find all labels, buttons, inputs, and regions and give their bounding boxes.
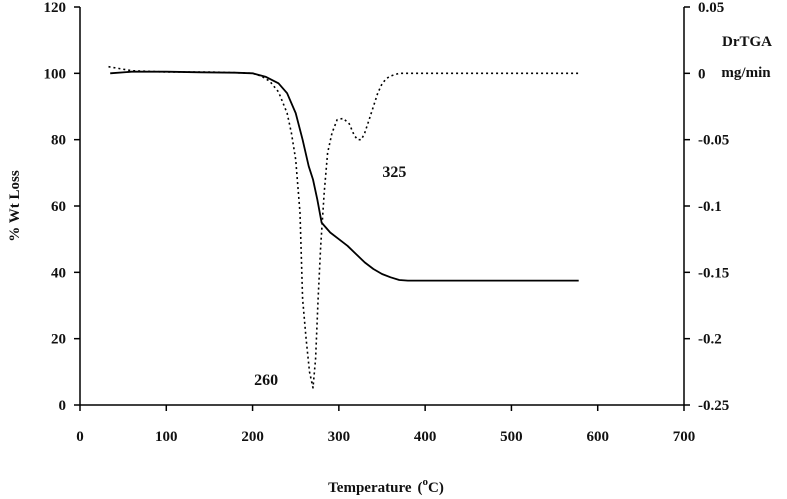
y2-tick-label: 0.05 xyxy=(698,0,724,16)
x-tick-label: 100 xyxy=(155,429,178,445)
y-axis-title: % Wt Loss xyxy=(7,170,23,242)
series-layer xyxy=(109,67,579,388)
x-axis-title-text: Temperature xyxy=(328,480,412,496)
x-axis-title: Temperature (oC) xyxy=(328,476,444,496)
y2-tick-label: -0.05 xyxy=(698,133,729,149)
y2-tick-label: -0.25 xyxy=(698,398,729,414)
x-tick-label: 500 xyxy=(500,429,523,445)
y2-tick-label: -0.2 xyxy=(698,332,722,348)
y2-tick-label: -0.1 xyxy=(698,199,722,215)
y-tick-label: 100 xyxy=(44,66,67,82)
y2-axis-title-line2: mg/min xyxy=(721,65,771,81)
x-tick-label: 300 xyxy=(328,429,351,445)
annotation-layer: 325 260 xyxy=(254,164,406,389)
y2-axis-title-line1: DrTGA xyxy=(722,34,772,50)
x-tick-label: 600 xyxy=(586,429,609,445)
x-axis-unit-close: C) xyxy=(428,480,444,496)
y-tick-label: 80 xyxy=(51,133,66,149)
x-tick-label: 400 xyxy=(414,429,437,445)
tick-labels: 0 100 200 300 400 500 600 700 0 20 40 60 80 100 120 -0.… xyxy=(44,0,730,445)
y-tick-label: 20 xyxy=(51,332,66,348)
dtga-curve xyxy=(109,67,579,388)
y2-tick-label: -0.15 xyxy=(698,265,729,281)
tga-curve xyxy=(110,72,579,281)
x-tick-label: 200 xyxy=(241,429,264,445)
peak-annotation: 260 xyxy=(254,372,278,389)
x-tick-label: 0 xyxy=(76,429,84,445)
y-tick-label: 40 xyxy=(51,265,66,281)
y2-tick-label: 0 xyxy=(698,66,706,82)
plot-area: 0 100 200 300 400 500 600 700 0 20 40 60 80 100 120 -0.… xyxy=(44,0,730,445)
y-tick-label: 0 xyxy=(59,398,67,414)
tick-marks xyxy=(74,7,690,411)
y-tick-label: 60 xyxy=(51,199,66,215)
peak-annotation: 325 xyxy=(382,164,406,181)
y-tick-label: 120 xyxy=(44,0,67,16)
x-tick-label: 700 xyxy=(673,429,696,445)
